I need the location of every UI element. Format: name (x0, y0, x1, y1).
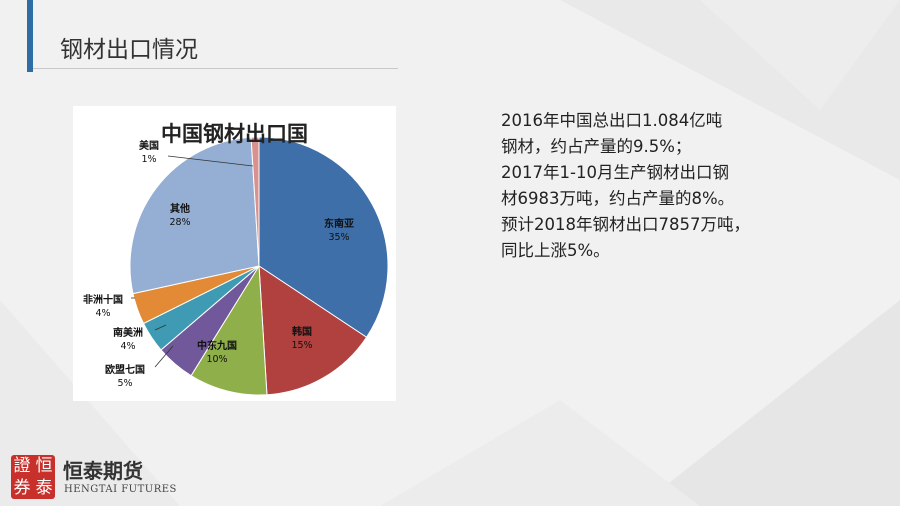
slice-value-label: 4% (95, 308, 110, 319)
leader-line (154, 324, 167, 331)
description-line: 同比上涨5%。 (501, 241, 610, 260)
slice-value-label: 15% (291, 340, 312, 351)
title-underline (33, 68, 398, 69)
slice-value-label: 1% (141, 154, 156, 165)
pie-chart: 东南亚35%韩国15%中东九国10%欧盟七国5%南美洲4%非洲十国4%其他28%… (83, 136, 389, 396)
leader-line (154, 345, 174, 368)
description-line: 钢材，约占产量的9.5%； (501, 137, 692, 156)
leader-line (167, 155, 254, 167)
title-accent-bar (27, 0, 33, 72)
description-line: 预计2018年钢材出口7857万吨， (501, 215, 750, 234)
slice-label: 非洲十国 (83, 293, 123, 306)
description-line: 材6983万吨，约占产量的8%。 (501, 189, 735, 208)
slice-value-label: 35% (328, 232, 349, 243)
pie-slice (190, 264, 268, 396)
slice-label: 欧盟七国 (105, 363, 145, 376)
logo-name-en: HENGTAI FUTURES (64, 484, 177, 495)
slice-value-label: 10% (206, 354, 227, 365)
logo-seal-icon: 證 恒 券 泰 (11, 455, 55, 499)
pie-slice (129, 136, 260, 295)
slice-label: 中东九国 (197, 339, 237, 352)
slice-label: 美国 (139, 139, 159, 152)
pie-slice (258, 265, 368, 396)
slice-label: 韩国 (292, 325, 312, 338)
slice-label: 东南亚 (324, 217, 354, 230)
pie-chart-panel: 东南亚 35% 韩国 15% 中东九国 10% 欧盟七国 5% 南美洲 4% 非洲十国 4% 其他 28%… (73, 106, 396, 401)
description-text: 2016年中国总出口1.084亿吨 钢材，约占产量的9.5%； 2017年1-1… (501, 108, 821, 264)
pie-slice (250, 136, 260, 267)
description-line: 2017年1-10月生产钢材出口钢 (501, 163, 729, 182)
slice-value-label: 5% (117, 378, 132, 389)
slice-value-label: 4% (120, 341, 135, 352)
page-title: 钢材出口情况 (60, 37, 198, 63)
slice-label: 南美洲 (113, 326, 143, 339)
slice-label: 其他 (170, 202, 190, 215)
chart-title: 中国钢材出口国 (161, 122, 308, 146)
description-line: 2016年中国总出口1.084亿吨 (501, 111, 723, 130)
logo-name: 恒泰期货 (63, 459, 143, 483)
slice-value-label: 28% (169, 217, 190, 228)
